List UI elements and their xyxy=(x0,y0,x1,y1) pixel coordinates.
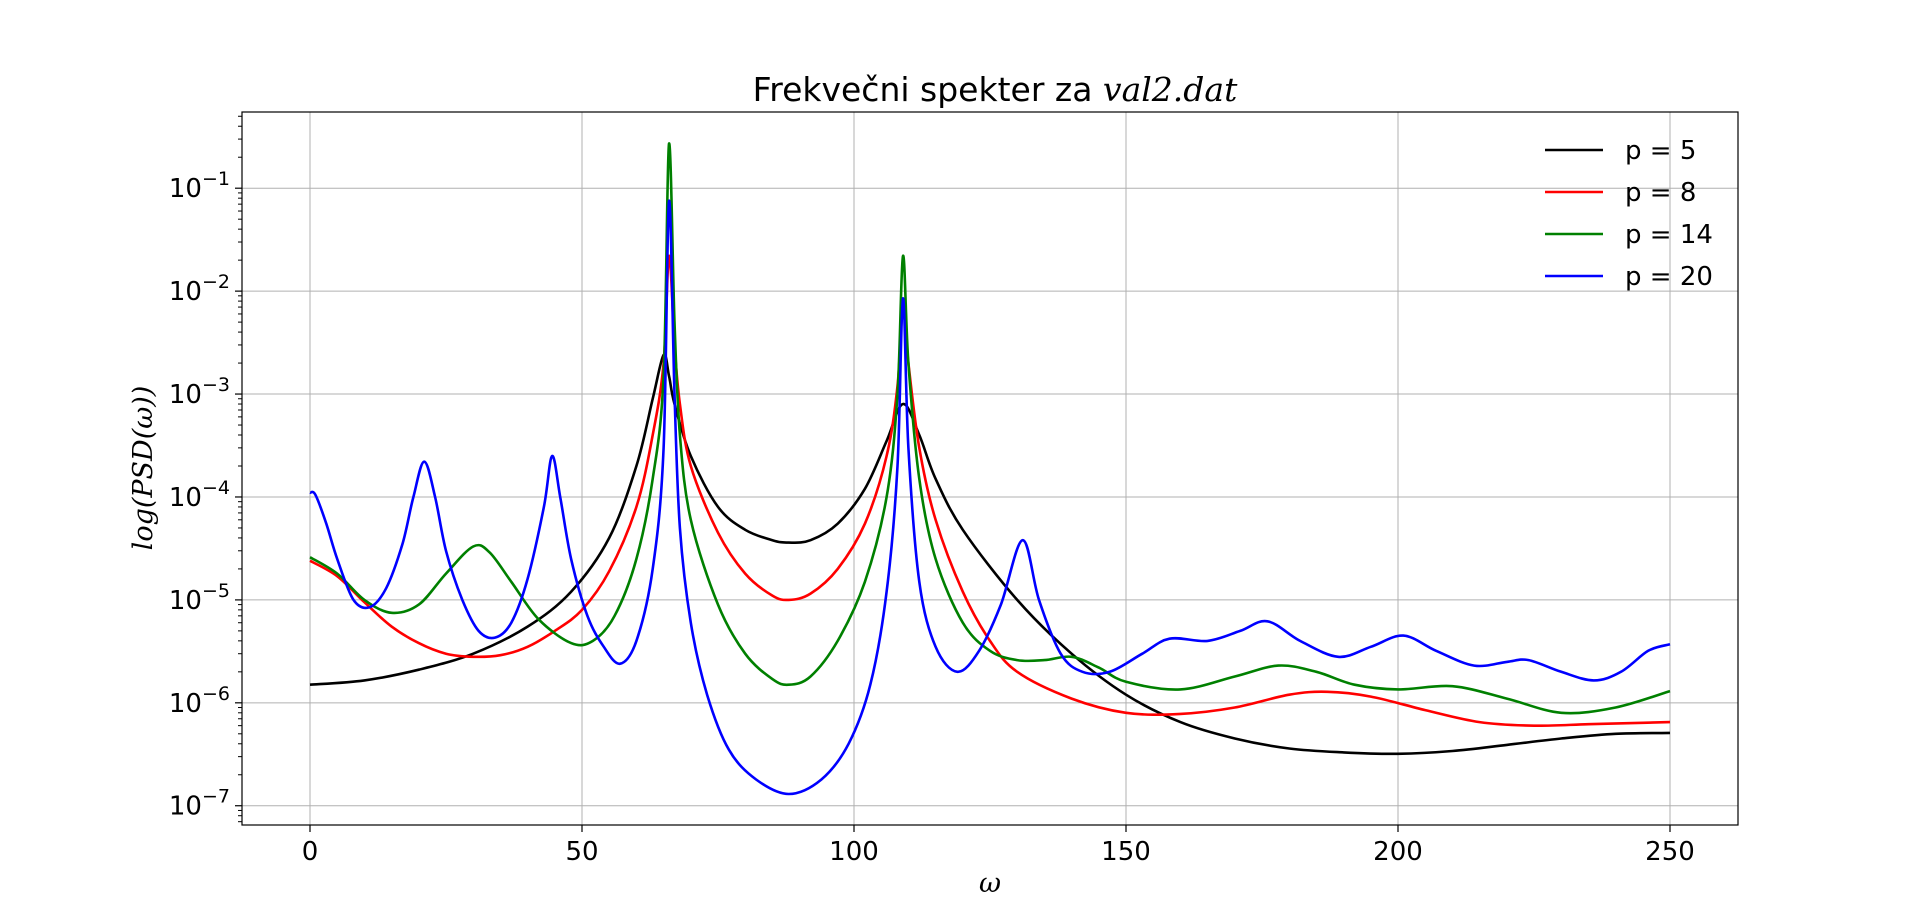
legend-label-1: p = 5 xyxy=(1625,136,1696,166)
legend-label-2: p = 8 xyxy=(1625,178,1696,208)
x-tick-label: 150 xyxy=(1101,837,1151,867)
legend-label-3: p = 14 xyxy=(1625,220,1713,250)
y-tick-label: 10−3 xyxy=(169,374,230,410)
legend: p = 5 p = 8 p = 14 p = 20 xyxy=(1545,136,1713,292)
y-tick-label: 10−2 xyxy=(169,271,230,307)
series-line-3 xyxy=(309,142,1671,715)
x-axis: 0 50 100 150 200 250 xyxy=(302,825,1695,867)
grid xyxy=(242,112,1738,825)
y-axis-label: log(PSD(ω)) xyxy=(128,386,159,551)
x-tick-label: 0 xyxy=(302,837,319,867)
series-line-4 xyxy=(309,199,1671,796)
x-axis-label: ω xyxy=(979,868,1001,899)
y-tick-label: 10−6 xyxy=(169,683,230,719)
series-group xyxy=(309,142,1671,796)
y-axis: 10−7 10−6 10−5 10−4 10−3 10−2 10−1 xyxy=(169,115,242,823)
x-tick-label: 100 xyxy=(829,837,879,867)
series-line-2 xyxy=(309,254,1671,728)
y-tick-label: 10−5 xyxy=(169,580,230,616)
x-tick-label: 200 xyxy=(1373,837,1423,867)
plot-frame xyxy=(241,111,1739,826)
y-tick-label: 10−4 xyxy=(169,477,230,513)
y-tick-label: 10−7 xyxy=(169,786,230,822)
legend-label-4: p = 20 xyxy=(1625,262,1713,292)
x-tick-label: 50 xyxy=(565,837,598,867)
series-line-1 xyxy=(309,353,1671,756)
x-tick-label: 250 xyxy=(1645,837,1695,867)
y-tick-label: 10−1 xyxy=(169,168,230,204)
chart-title: Frekvečni spekter za val2.dat xyxy=(753,70,1238,109)
